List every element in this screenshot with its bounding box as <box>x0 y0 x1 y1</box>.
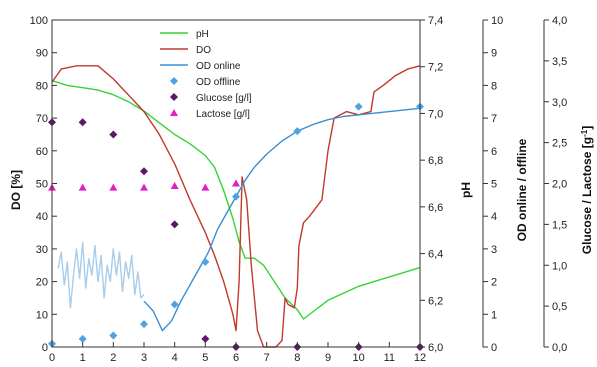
glucose-g-l-point <box>201 334 210 343</box>
x-tick-label: 5 <box>202 352 208 364</box>
do-tick-label: 0 <box>42 342 48 354</box>
lactose-g-l-point <box>78 183 87 191</box>
ph-tick-label: 7,4 <box>428 15 443 27</box>
legend-label-od-online: OD online <box>196 61 241 72</box>
od-offline-point <box>109 331 118 340</box>
sugar-tick-label: 4,0 <box>552 15 567 27</box>
x-tick-label: 11 <box>384 352 395 364</box>
do-tick-label: 50 <box>36 179 48 191</box>
od-tick-label: 2 <box>491 277 497 289</box>
lactose-g-l-point <box>201 183 210 191</box>
x-tick-label: 10 <box>353 352 365 364</box>
od-offline-point <box>140 320 148 329</box>
x-tick-label: 4 <box>172 352 178 364</box>
sugar-tick-label: 2,5 <box>552 138 567 150</box>
do-axis-label: DO [%] <box>9 170 23 210</box>
sugar-tick-label: 2,0 <box>552 179 567 191</box>
legend-label-od-offline: OD offline <box>196 77 241 88</box>
sugar-tick-label: 1,5 <box>552 219 567 231</box>
legend-label-ph: pH <box>196 29 209 40</box>
od-offline-point <box>78 334 87 343</box>
legend: pH DO OD online OD offline Glucose [g/l] Lact… <box>160 29 252 120</box>
od-tick-label: 7 <box>491 113 497 125</box>
lactose-g-l-point <box>232 179 240 187</box>
x-tick-label: 2 <box>110 352 116 364</box>
sugar-tick-label: 3,5 <box>552 56 567 68</box>
glucose-g-l-point <box>78 118 87 127</box>
ph-tick-label: 6,0 <box>428 342 443 354</box>
do-tick-label: 60 <box>36 146 48 158</box>
x-tick-label: 3 <box>141 352 147 364</box>
x-tick-label: 1 <box>80 352 86 364</box>
od-offline-point <box>201 257 210 266</box>
do-tick-label: 10 <box>36 309 48 321</box>
sugar-tick-label: 0,0 <box>552 342 567 354</box>
od-online-line <box>143 107 421 332</box>
legend-label-lactose-g-l: Lactose [g/l] <box>196 109 250 120</box>
od-tick-label: 9 <box>491 48 497 60</box>
legend-label-glucose-g-l: Glucose [g/l] <box>196 93 252 104</box>
sugar-axis-label: Glucose / Lactose [g-1] <box>580 126 594 255</box>
series-layer <box>48 65 424 351</box>
od-offline-point <box>170 300 179 309</box>
ph-axis-label: pH <box>459 182 473 198</box>
lactose-g-l-point <box>140 183 148 191</box>
glucose-g-l-point <box>170 220 179 229</box>
legend-swatch-od-offline <box>170 77 178 85</box>
do-tick-label: 30 <box>36 244 48 256</box>
ph-tick-label: 6,2 <box>428 295 443 307</box>
od-online-early-line <box>57 241 145 309</box>
legend-label-do: DO <box>196 45 211 56</box>
glucose-g-l-point <box>140 167 148 176</box>
glucose-g-l-point <box>109 130 118 139</box>
axes-layer: 0 1 2 3 4 5 6 7 8 9 10 11 1201020304050607080901006,… <box>30 15 568 364</box>
sugar-tick-label: 3,0 <box>552 97 567 109</box>
do-tick-label: 90 <box>36 48 48 60</box>
legend-swatch-lactose-g-l <box>170 109 178 116</box>
od-offline-point <box>354 102 363 111</box>
do-tick-label: 100 <box>30 15 48 27</box>
do-tick-label: 80 <box>36 80 48 92</box>
sugar-tick-label: 0,5 <box>552 301 567 313</box>
lactose-g-l-point <box>109 183 118 191</box>
do-line <box>51 65 421 348</box>
x-tick-label: 0 <box>49 352 55 364</box>
ph-tick-label: 6,4 <box>428 249 443 261</box>
od-tick-label: 1 <box>491 309 497 321</box>
ph-line <box>51 80 421 320</box>
lactose-g-l-point <box>170 181 179 189</box>
od-tick-label: 0 <box>491 342 497 354</box>
sugar-tick-label: 1,0 <box>552 260 567 272</box>
ph-tick-label: 7,2 <box>428 62 443 74</box>
x-tick-label: 9 <box>325 352 331 364</box>
od-tick-label: 5 <box>491 179 497 191</box>
od-offline-point <box>293 127 302 136</box>
od-tick-label: 4 <box>491 211 497 223</box>
do-tick-label: 70 <box>36 113 48 125</box>
x-tick-label: 8 <box>294 352 300 364</box>
ph-tick-label: 6,6 <box>428 202 443 214</box>
od-tick-label: 8 <box>491 80 497 92</box>
x-tick-label: 7 <box>264 352 270 364</box>
od-offline-point <box>232 192 240 201</box>
od-tick-label: 3 <box>491 244 497 256</box>
od-tick-label: 10 <box>491 15 503 27</box>
do-tick-label: 20 <box>36 277 48 289</box>
do-tick-label: 40 <box>36 211 48 223</box>
od-axis-label: OD online / offline <box>515 138 529 241</box>
x-tick-label: 6 <box>233 352 239 364</box>
legend-swatch-glucose-g-l <box>170 93 178 101</box>
ph-tick-label: 7,0 <box>428 108 443 120</box>
ph-tick-label: 6,8 <box>428 155 443 167</box>
x-tick-label: 12 <box>414 352 426 364</box>
od-tick-label: 6 <box>491 146 497 158</box>
